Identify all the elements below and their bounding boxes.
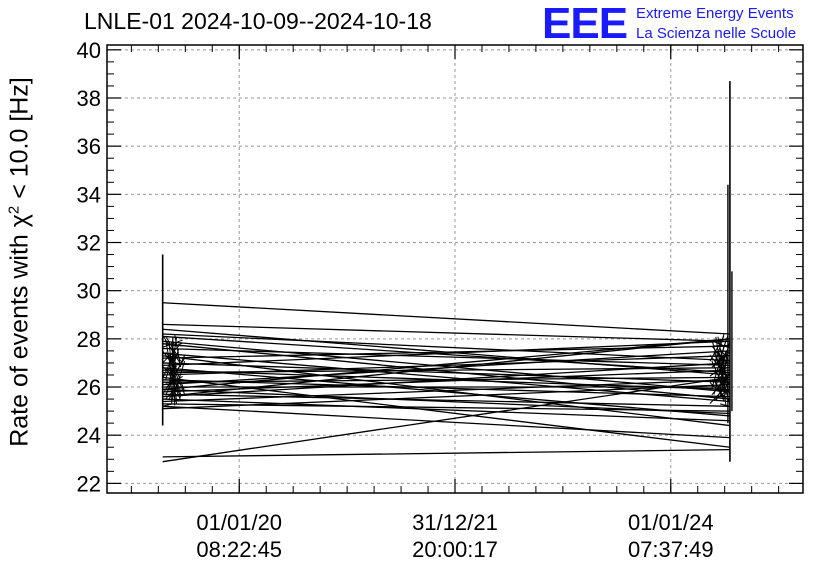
series-segment	[162, 398, 730, 422]
series-segment	[162, 393, 730, 407]
series-segment	[162, 362, 730, 383]
y-tick-label: 24	[77, 423, 101, 448]
y-tick-label: 40	[77, 38, 101, 63]
series-segment	[162, 338, 730, 398]
series-segment	[162, 448, 730, 458]
series-fragment-right	[711, 339, 731, 405]
series-fragment-left	[165, 378, 183, 384]
logo-caption: Extreme Energy Events La Scienza nelle S…	[636, 4, 796, 44]
y-axis-label: Rate of events with χ2 < 10.0 [Hz]	[5, 77, 34, 447]
series-segment	[162, 338, 730, 391]
series-fragment-right	[709, 388, 725, 404]
series-fragment-left	[162, 357, 186, 395]
y-tick-label: 32	[77, 231, 101, 256]
y-tick-label: 26	[77, 375, 101, 400]
series-segment	[162, 379, 730, 398]
eee-logo-icon: EEE	[542, 0, 628, 48]
series-fragment-left	[162, 403, 173, 407]
series-segment	[162, 343, 730, 400]
rate-series	[161, 81, 733, 463]
series-segment	[162, 362, 730, 398]
y-axis-label-prefix: Rate of events with	[5, 227, 34, 447]
series-segment	[162, 355, 730, 376]
series-segment	[162, 369, 730, 393]
series-fragment-left	[171, 339, 174, 405]
y-tick-label: 36	[77, 134, 101, 159]
y-tick-label: 28	[77, 327, 101, 352]
axis-ticks	[107, 45, 803, 493]
grid-lines	[107, 45, 803, 493]
y-axis-label-sup: 2	[5, 205, 23, 215]
series-segment	[162, 367, 730, 417]
chart-title: LNLE-01 2024-10-09--2024-10-18	[84, 8, 432, 34]
x-tick-label-time: 08:22:45	[196, 537, 282, 562]
y-tick-label: 34	[77, 182, 101, 207]
series-fragment-left	[168, 336, 178, 388]
y-tick-label: 22	[77, 471, 101, 496]
series-fragment-right	[717, 385, 725, 400]
series-segment	[162, 302, 730, 335]
logo-line-1: Extreme Energy Events	[636, 5, 794, 22]
series-fragment-right	[709, 366, 725, 377]
x-tick-label-date: 01/01/20	[196, 510, 282, 535]
series-segment	[162, 376, 730, 448]
series-segment	[162, 347, 730, 366]
series-fragment-right	[717, 336, 729, 388]
y-axis-label-chi: χ	[5, 214, 34, 228]
series-fragment-left	[168, 375, 183, 385]
series-segment	[162, 340, 730, 366]
series-fragment-left	[174, 360, 186, 394]
series-segment	[162, 405, 730, 439]
logo-line-2: La Scienza nelle Scuole	[636, 25, 797, 42]
series-fragment-left	[174, 334, 182, 368]
series-segment	[162, 355, 730, 427]
series-fragment-right	[713, 334, 725, 368]
series-fragment-right	[717, 335, 729, 365]
x-tick-label-time: 20:00:17	[412, 537, 498, 562]
series-fragment-right	[713, 379, 725, 401]
x-tick-label-date: 31/12/21	[412, 510, 498, 535]
x-tick-label-time: 07:37:49	[628, 537, 714, 562]
series-fragment-left	[165, 339, 176, 392]
y-axis-label-suffix: < 10.0 [Hz]	[5, 77, 34, 206]
series-segment	[162, 323, 730, 342]
series-segment	[162, 383, 730, 410]
y-tick-label: 38	[77, 86, 101, 111]
series-fragment-left	[171, 351, 180, 362]
series-segment	[162, 376, 731, 463]
y-tick-label: 30	[77, 279, 101, 304]
x-tick-label-date: 01/01/24	[628, 510, 714, 535]
series-segment	[162, 335, 730, 374]
